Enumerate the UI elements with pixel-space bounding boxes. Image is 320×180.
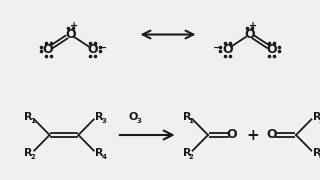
Text: +: +	[249, 21, 258, 31]
Text: R: R	[313, 112, 320, 122]
Text: R: R	[183, 112, 191, 122]
Text: −: −	[213, 43, 222, 53]
Text: O: O	[65, 28, 76, 41]
Text: 4: 4	[319, 154, 320, 160]
Text: R: R	[24, 112, 33, 122]
Text: O: O	[87, 43, 98, 56]
Text: 3: 3	[101, 118, 106, 124]
Text: O: O	[267, 129, 277, 141]
Text: O: O	[222, 43, 233, 56]
Text: R: R	[95, 112, 104, 122]
Text: 1: 1	[188, 118, 194, 124]
Text: R: R	[183, 148, 191, 158]
Text: 3: 3	[137, 118, 142, 124]
Text: 4: 4	[101, 154, 106, 160]
Text: 2: 2	[30, 154, 35, 160]
Text: O: O	[227, 129, 237, 141]
Text: O: O	[43, 43, 53, 56]
Text: +: +	[246, 127, 259, 143]
Text: O: O	[267, 43, 277, 56]
Text: −: −	[98, 43, 107, 53]
Text: R: R	[95, 148, 104, 158]
Text: R: R	[313, 148, 320, 158]
Text: O: O	[244, 28, 255, 41]
Text: +: +	[70, 21, 78, 31]
Text: O: O	[128, 112, 138, 122]
Text: R: R	[24, 148, 33, 158]
Text: 2: 2	[189, 154, 193, 160]
Text: 3: 3	[319, 118, 320, 124]
Text: 1: 1	[30, 118, 35, 124]
